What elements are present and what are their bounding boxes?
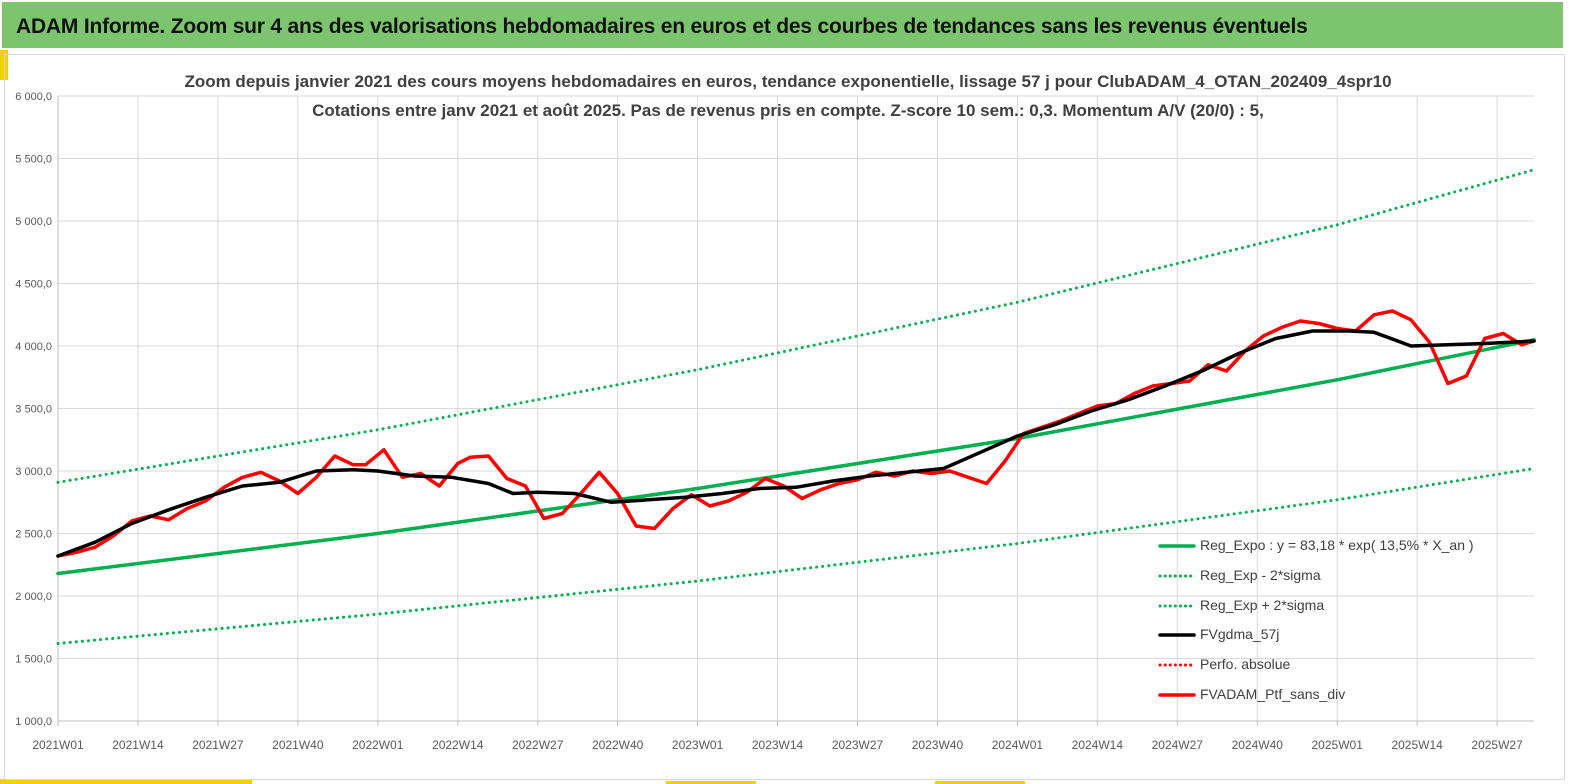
x-tick-label: 2022W27 bbox=[512, 738, 564, 752]
series-line-3 bbox=[56, 329, 1536, 558]
x-tick-label: 2024W14 bbox=[1072, 738, 1124, 752]
legend-item: Reg_Exp + 2*sigma bbox=[1158, 596, 1558, 618]
x-tick-label: 2021W27 bbox=[192, 738, 244, 752]
y-tick-label: 2 000,0 bbox=[15, 591, 52, 603]
legend-item: Reg_Expo : y = 83,18 * exp( 13,5% * X_an… bbox=[1158, 536, 1558, 558]
x-tick-label: 2025W01 bbox=[1312, 738, 1364, 752]
y-tick-label: 4 500,0 bbox=[15, 279, 52, 291]
y-tick-label: 5 000,0 bbox=[15, 216, 52, 228]
x-tick-label: 2023W01 bbox=[672, 738, 724, 752]
y-tick-label: 1 500,0 bbox=[15, 654, 52, 666]
legend-swatch bbox=[1158, 633, 1196, 638]
legend-label: Perfo. absolue bbox=[1200, 656, 1291, 673]
x-tick-label: 2024W01 bbox=[992, 738, 1044, 752]
x-tick-label: 2022W40 bbox=[592, 738, 644, 752]
legend-item: FVADAM_Ptf_sans_div bbox=[1158, 685, 1558, 707]
legend-label: Reg_Exp + 2*sigma bbox=[1200, 596, 1325, 613]
x-axis-tick-labels: 2021W01 2021W14 2021W27 2021W40 2022W01 2022W… bbox=[32, 738, 1523, 752]
legend-swatch bbox=[1158, 663, 1196, 667]
legend-item: Perfo. absolue bbox=[1158, 655, 1558, 677]
banner-title: ADAM Informe. Zoom sur 4 ans des valoris… bbox=[16, 15, 1308, 38]
accent-bar-bottom-right bbox=[935, 781, 1025, 784]
legend-label: Reg_Exp - 2*sigma bbox=[1200, 566, 1321, 583]
series-line-1 bbox=[56, 467, 1536, 645]
x-tick-label: 2024W27 bbox=[1152, 738, 1204, 752]
legend-swatch bbox=[1158, 604, 1196, 608]
x-tick-label: 2023W40 bbox=[912, 738, 964, 752]
x-tick-label: 2021W40 bbox=[272, 738, 324, 752]
x-tick-label: 2023W27 bbox=[832, 738, 884, 752]
accent-bar-bottom-middle bbox=[666, 781, 756, 784]
y-tick-label: 3 500,0 bbox=[15, 404, 52, 416]
legend-label: FVADAM_Ptf_sans_div bbox=[1200, 686, 1346, 702]
y-axis-tick-labels: 1 000,0 1 500,0 2 000,0 2 500,0 3 000,0 3 500… bbox=[15, 91, 52, 728]
x-tick-label: 2025W14 bbox=[1391, 738, 1443, 752]
chart-title: Zoom depuis janvier 2021 des cours moyen… bbox=[184, 72, 1391, 91]
legend-swatch bbox=[1158, 544, 1196, 548]
series-line-2 bbox=[56, 168, 1536, 484]
y-tick-label: 1 000,0 bbox=[15, 716, 52, 728]
legend-swatch bbox=[1158, 693, 1196, 697]
y-tick-label: 6 000,0 bbox=[15, 91, 52, 103]
x-tick-label: 2025W27 bbox=[1471, 738, 1523, 752]
x-tick-label: 2022W14 bbox=[432, 738, 484, 752]
x-tick-label: 2023W14 bbox=[752, 738, 804, 752]
y-tick-label: 2 500,0 bbox=[15, 529, 52, 541]
series-line-5 bbox=[56, 309, 1536, 558]
x-tick-label: 2024W40 bbox=[1232, 738, 1284, 752]
series-lines bbox=[56, 168, 1536, 645]
chart-subtitle: Cotations entre janv 2021 et août 2025. … bbox=[312, 101, 1264, 120]
banner: ADAM Informe. Zoom sur 4 ans des valoris… bbox=[0, 0, 1565, 50]
y-tick-label: 5 500,0 bbox=[15, 154, 52, 166]
legend-label: Reg_Expo : y = 83,18 * exp( 13,5% * X_an… bbox=[1200, 537, 1474, 553]
grid bbox=[57, 95, 1534, 726]
y-tick-label: 4 000,0 bbox=[15, 341, 52, 353]
legend-item: Reg_Exp - 2*sigma bbox=[1158, 566, 1558, 588]
legend-swatch bbox=[1158, 574, 1196, 578]
legend-label: FVgdma_57j bbox=[1200, 626, 1280, 643]
series-line-0 bbox=[56, 338, 1536, 576]
chart-frame bbox=[4, 54, 1565, 780]
accent-bar-bottom bbox=[0, 779, 252, 784]
x-tick-label: 2022W01 bbox=[352, 738, 404, 752]
x-tick-label: 2021W14 bbox=[112, 738, 164, 752]
x-tick-label: 2021W01 bbox=[32, 738, 84, 752]
legend-item: FVgdma_57j bbox=[1158, 625, 1558, 647]
y-tick-label: 3 000,0 bbox=[15, 466, 52, 478]
